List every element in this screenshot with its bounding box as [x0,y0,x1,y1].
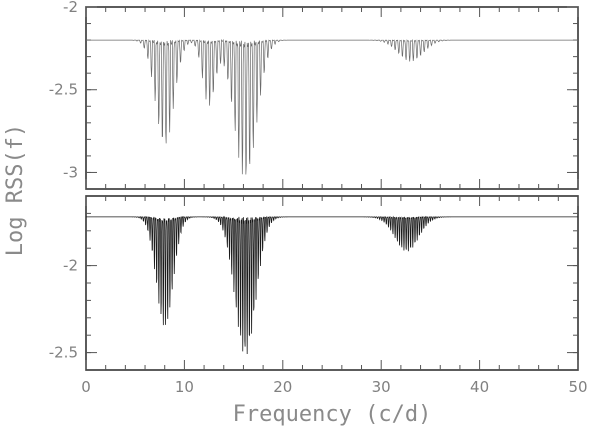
y-tick-label: -2 [63,0,78,16]
x-tick-label: 30 [372,378,391,396]
y-axis-title: Log RSS(f) [3,124,28,256]
series-line [86,215,578,355]
x-tick-label: 40 [470,378,489,396]
x-axis-title: Frequency (c/d) [233,402,432,427]
top-panel-frame [85,6,579,190]
top-panel: -2 -2.5 -3 [49,0,579,190]
x-ticks: 0 10 20 30 40 50 [81,196,588,396]
series-line [86,38,578,175]
x-tick-label: 50 [568,378,587,396]
bottom-y-ticks: -2 -2.5 [49,212,578,362]
y-tick-label: -2 [63,257,78,275]
x-tick-label: 20 [273,378,292,396]
top-series-lines [86,38,578,175]
y-tick-label: -2.5 [49,81,78,99]
x-tick-label: 10 [175,378,194,396]
y-tick-label: -2.5 [49,344,78,362]
bottom-panel: -2 -2.5 0 10 20 30 40 50 [49,195,588,396]
y-tick-label: -3 [63,163,78,181]
bottom-series-lines [86,215,578,355]
x-tick-label: 0 [81,378,91,396]
top-y-ticks: -2 -2.5 -3 [49,0,579,189]
